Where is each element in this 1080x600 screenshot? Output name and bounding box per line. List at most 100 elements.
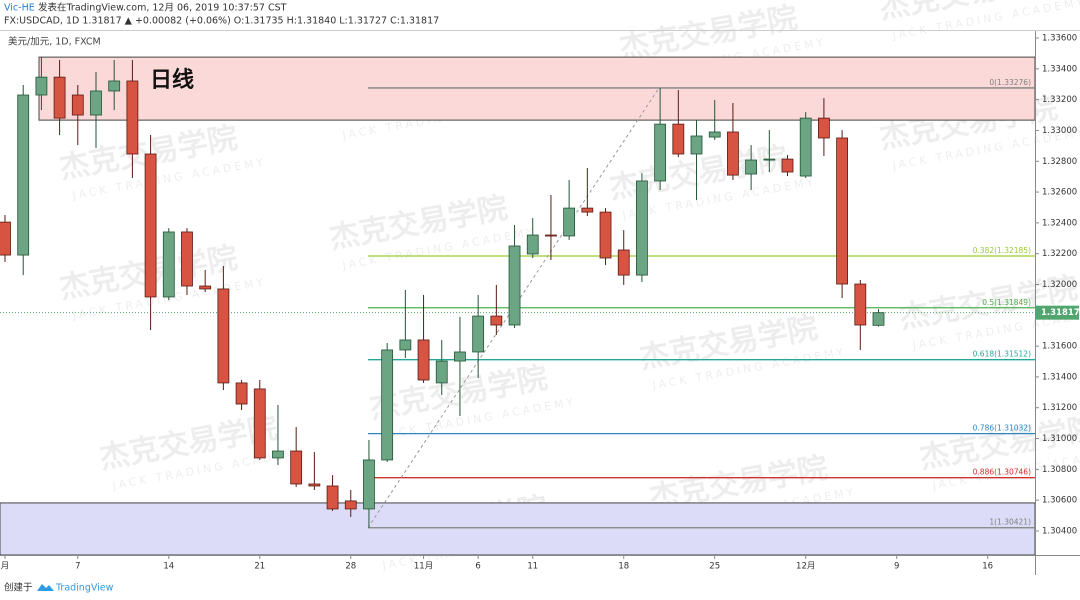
candle-body [35,76,48,96]
y-tick-label: 1.32600 [1042,188,1077,198]
author[interactable]: Vic-HE [4,3,35,14]
x-tick-label: 25 [709,562,720,572]
published: 发表在TradingView.com, 12月 06, 2019 10:37:5… [38,2,287,14]
candle-body [199,285,212,290]
y-tick-label: 1.30800 [1042,465,1077,475]
y-tick-label: 1.31400 [1042,372,1077,382]
candle-body [399,339,412,351]
candle-body [308,483,321,487]
candle-body [417,339,430,381]
candle-body [854,283,867,326]
x-tick-label: 12月 [796,562,815,572]
candle-body [690,135,703,155]
candle-body [490,315,503,326]
candle-body [708,131,721,138]
y-tick-label: 1.33600 [1042,34,1077,44]
fib-label: 0.382(1.32185) [973,246,1031,255]
candle-body [599,211,612,259]
candle-body [672,123,685,155]
footer-logo [37,584,54,591]
x-tick-label: 18 [618,562,629,572]
y-tick-label: 1.31200 [1042,403,1077,413]
candle-body [472,315,485,353]
candle-body [290,450,303,485]
y-tick-label: 1.33200 [1042,95,1077,105]
candle-body [563,207,576,237]
x-tick-label: 14 [163,562,174,572]
candle-body [326,485,339,510]
candle-body [781,158,794,173]
candle-body [508,245,521,326]
fib-label: 0.786(1.31032) [973,424,1031,433]
candle-body [454,351,466,362]
candle-body [162,231,175,298]
footer-brand[interactable]: TradingView [55,583,114,594]
y-tick-label: 1.33000 [1042,126,1077,136]
fib-label: 0.886(1.30746) [973,468,1031,477]
candle-body [872,312,885,326]
y-tick-label: 1.30600 [1042,496,1077,506]
candle-body [745,159,758,175]
candle-body [108,80,121,92]
candle-body [617,249,630,276]
fib-label: 0(1.33276) [989,78,1031,87]
fib-trend [367,87,660,529]
quote: FX:USDCAD, 1D 1.31817 ▲ +0.00082 (+0.06%… [4,16,439,27]
candle-body [0,221,11,256]
footer-prefix: 创建于 [4,582,33,594]
y-tick-label: 1.31000 [1042,434,1077,444]
candle-body [71,94,84,116]
candle-body [17,94,30,256]
y-tick-label: 1.31600 [1042,342,1077,352]
y-tick-label: 1.30400 [1042,526,1077,536]
candle-body [344,500,357,510]
y-tick-label: 1.33400 [1042,64,1077,74]
candle-body [654,123,667,182]
candle-body [836,137,849,285]
y-tick-label: 1.32200 [1042,249,1077,259]
x-tick-label: 月 [1,562,10,572]
x-tick-label: 21 [254,562,265,572]
candle-body [144,153,157,298]
candle-body [545,234,557,237]
candle-body [53,76,66,119]
x-tick-label: 11月 [414,562,433,572]
candle-body [217,288,230,384]
x-tick-label: 16 [982,562,993,572]
zone [38,56,1036,121]
candle-body [126,80,139,155]
x-tick-label: 28 [345,562,356,572]
candle-body [235,382,248,405]
x-tick-label: 9 [894,562,899,572]
fib-label: 0.5(1.31849) [982,298,1031,307]
candle-body [727,131,739,176]
candle-body [435,360,448,384]
candle-body [363,459,375,510]
candle-body [526,234,539,255]
candle-body [381,349,394,461]
y-tick-label: 1.32000 [1042,280,1077,290]
legend: 美元/加元, 1D, FXCM [8,36,101,48]
fib-label: 0.618(1.31512) [973,350,1031,359]
candle-body [763,158,776,161]
x-tick-label: 11 [527,562,538,572]
last-price-box [1036,305,1079,320]
x-tick-label: 6 [475,562,480,572]
candle-body [581,207,594,213]
candle-body [818,117,830,139]
fib-label: 1(1.30421) [989,518,1031,527]
y-tick-label: 1.32800 [1042,157,1077,167]
y-tick-label: 1.32400 [1042,218,1077,228]
candle-body [90,90,102,116]
candle-body [636,180,648,276]
candle-body [253,388,266,459]
zone [0,502,1036,556]
plot: 日线 0(1.33276) 0.382(1.32185) 0.5(1.31849) 0.… [0,56,1036,556]
last-price-label: 1.31817 [1041,308,1080,318]
zone-label: 日线 [150,67,194,93]
candle-body [181,231,193,287]
candle-body [799,117,812,177]
candle-body [272,450,284,459]
x-tick-label: 7 [75,562,80,572]
